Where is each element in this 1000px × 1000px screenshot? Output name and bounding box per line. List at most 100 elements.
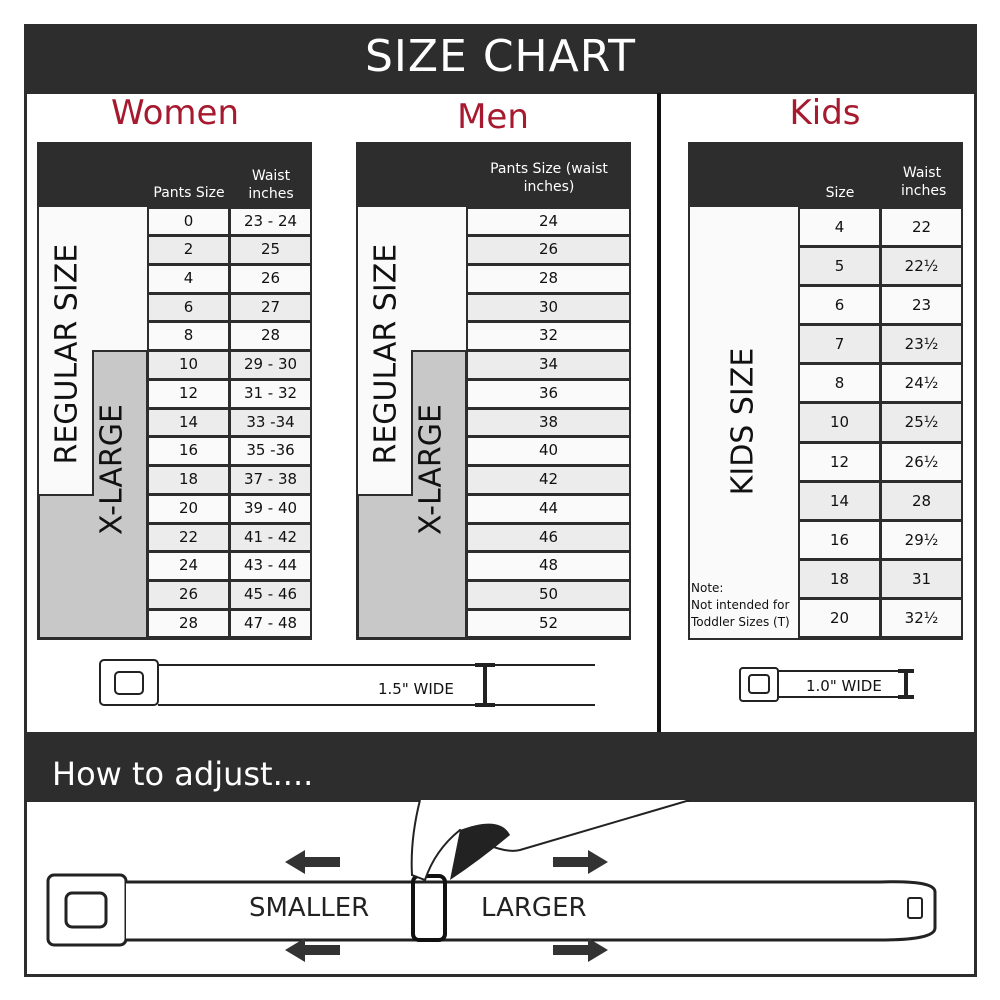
men-cell: 28 (468, 265, 629, 292)
men-cell: 42 (468, 467, 629, 493)
women-cell: 18 (149, 467, 228, 493)
women-col-pants: Pants Size (153, 185, 225, 201)
kids-cell: 20 (800, 600, 879, 637)
kids-cell: 31 (882, 561, 961, 598)
arrow-right-icon (553, 850, 608, 962)
kids-cell: 7 (800, 326, 879, 363)
men-cell: 46 (468, 524, 629, 551)
women-cell: 27 (231, 294, 310, 321)
women-col-waist: Waist inches (248, 168, 294, 202)
women-cell: 28 (231, 323, 310, 350)
women-cell: 35 -36 (231, 438, 310, 465)
men-table: Pants Size (waist inches) REGULAR SIZE X… (356, 142, 631, 640)
women-cell: 2 (149, 237, 228, 263)
women-cell: 25 (231, 237, 310, 263)
adjust-diagram (46, 800, 937, 962)
kids-table: Size Waist inches KIDS SIZE Note: Not in… (688, 142, 963, 640)
kids-belt-diagram (739, 667, 914, 702)
kids-cell: 10 (800, 404, 879, 441)
women-cell: 4 (149, 265, 228, 292)
women-cell: 16 (149, 438, 228, 465)
kids-cell: 4 (800, 208, 879, 245)
smaller-label: SMALLER (249, 893, 370, 923)
women-cell: 41 - 42 (231, 524, 310, 551)
kids-cell: 24½ (882, 365, 961, 402)
kids-cell: 5 (800, 247, 879, 284)
women-cell: 23 - 24 (231, 208, 310, 235)
kids-cell: 26½ (882, 443, 961, 480)
women-cell: 20 (149, 495, 228, 522)
kids-cell: 14 (800, 482, 879, 519)
women-table: Pants Size Waist inches REGULAR SIZE X-L… (37, 142, 312, 640)
women-regular-label: REGULAR SIZE (49, 243, 85, 465)
women-cell: 26 (149, 582, 228, 608)
kids-cell: 32½ (882, 600, 961, 637)
kids-belt-width: 1.0" WIDE (806, 677, 882, 695)
men-cell: 44 (468, 495, 629, 522)
kids-cell: 23½ (882, 326, 961, 363)
men-col-pants: Pants Size (waist inches) (490, 161, 608, 195)
women-title: Women (110, 93, 239, 133)
kids-cell: 22 (882, 208, 961, 245)
women-cell: 0 (149, 208, 228, 235)
men-cell: 52 (468, 610, 629, 637)
kids-cell: 29½ (882, 521, 961, 559)
kids-note: Note: Not intended for Toddler Sizes (T) (691, 580, 796, 631)
women-cell: 29 - 30 (231, 352, 310, 378)
kids-label: KIDS SIZE (725, 347, 761, 496)
women-cell: 43 - 44 (231, 553, 310, 580)
women-cell: 24 (149, 553, 228, 580)
women-cell: 39 - 40 (231, 495, 310, 522)
women-cell: 8 (149, 323, 228, 350)
women-cell: 37 - 38 (231, 467, 310, 493)
women-cell: 12 (149, 380, 228, 407)
women-xlarge-label: X-LARGE (94, 404, 130, 535)
divider (657, 93, 661, 733)
men-cell: 34 (468, 352, 629, 378)
kids-cell: 25½ (882, 404, 961, 441)
adjust-title: How to adjust.... (24, 732, 977, 802)
kids-cell: 18 (800, 561, 879, 598)
kids-cell: 16 (800, 521, 879, 559)
women-cell: 47 - 48 (231, 610, 310, 637)
women-cell: 6 (149, 294, 228, 321)
kids-note-title: Note: (691, 581, 724, 595)
kids-col-size: Size (825, 185, 855, 201)
women-cell: 14 (149, 409, 228, 436)
women-cell: 45 - 46 (231, 582, 310, 608)
kids-cell: 22½ (882, 247, 961, 284)
kids-col-waist: Waist inches (901, 165, 947, 199)
men-cell: 50 (468, 582, 629, 608)
women-cell: 31 - 32 (231, 380, 310, 407)
women-cell: 10 (149, 352, 228, 378)
kids-band (690, 207, 798, 638)
page-title: SIZE CHART (24, 24, 977, 94)
women-cell: 26 (231, 265, 310, 292)
women-belt-diagram (99, 659, 595, 707)
women-size-bands (39, 207, 147, 638)
kids-note-text: Not intended for Toddler Sizes (T) (691, 598, 790, 629)
men-cell: 38 (468, 409, 629, 436)
men-size-bands (358, 207, 466, 638)
men-regular-label: REGULAR SIZE (368, 243, 404, 465)
men-cell: 36 (468, 380, 629, 407)
men-cell: 30 (468, 294, 629, 321)
larger-label: LARGER (481, 893, 587, 923)
men-cell: 26 (468, 237, 629, 263)
kids-cell: 6 (800, 286, 879, 324)
women-cell: 22 (149, 524, 228, 551)
men-cell: 32 (468, 323, 629, 350)
men-xlarge-label: X-LARGE (413, 404, 449, 535)
men-cell: 40 (468, 438, 629, 465)
men-cell: 24 (468, 208, 629, 235)
arrow-left-icon (285, 850, 340, 962)
men-title: Men (457, 97, 529, 137)
women-cell: 33 -34 (231, 409, 310, 436)
kids-cell: 23 (882, 286, 961, 324)
women-cell: 28 (149, 610, 228, 637)
women-belt-width: 1.5" WIDE (378, 680, 454, 698)
men-cell: 48 (468, 553, 629, 580)
kids-cell: 12 (800, 443, 879, 480)
kids-cell: 8 (800, 365, 879, 402)
kids-title: Kids (789, 93, 861, 133)
